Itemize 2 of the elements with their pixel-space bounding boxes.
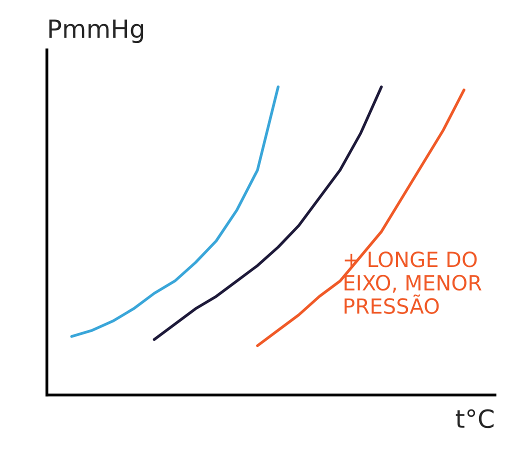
x-axis-title: t°C — [456, 409, 494, 428]
y-axis-title: PmmHg — [49, 20, 144, 44]
